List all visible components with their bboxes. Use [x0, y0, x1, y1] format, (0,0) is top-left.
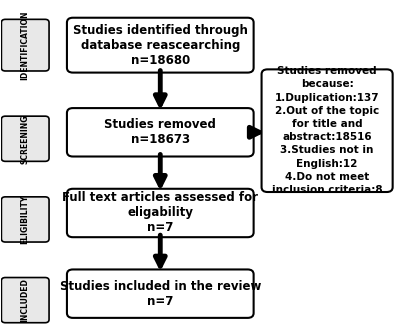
Text: ELIGIBILITY: ELIGIBILITY: [21, 195, 30, 244]
FancyBboxPatch shape: [67, 269, 254, 318]
Text: INCLUDED: INCLUDED: [21, 278, 30, 322]
FancyBboxPatch shape: [67, 18, 254, 73]
Text: Studies identified through
database reascearching
n=18680: Studies identified through database reas…: [73, 24, 248, 67]
Text: Studies removed
because:
1.Duplication:137
2.Out of the topic
for title and
abst: Studies removed because: 1.Duplication:1…: [272, 66, 382, 195]
Text: Studies included in the review
n=7: Studies included in the review n=7: [60, 280, 261, 308]
Text: Full text articles assessed for
eligability
n=7: Full text articles assessed for eligabil…: [62, 191, 258, 235]
Text: IDENTIFICATION: IDENTIFICATION: [21, 11, 30, 80]
FancyBboxPatch shape: [262, 69, 393, 192]
Text: Studies removed
n=18673: Studies removed n=18673: [104, 118, 216, 146]
FancyBboxPatch shape: [1, 116, 49, 161]
FancyBboxPatch shape: [1, 197, 49, 242]
Text: SCREENING: SCREENING: [21, 114, 30, 164]
FancyBboxPatch shape: [1, 278, 49, 323]
FancyBboxPatch shape: [67, 189, 254, 237]
FancyBboxPatch shape: [1, 19, 49, 71]
FancyBboxPatch shape: [67, 108, 254, 157]
